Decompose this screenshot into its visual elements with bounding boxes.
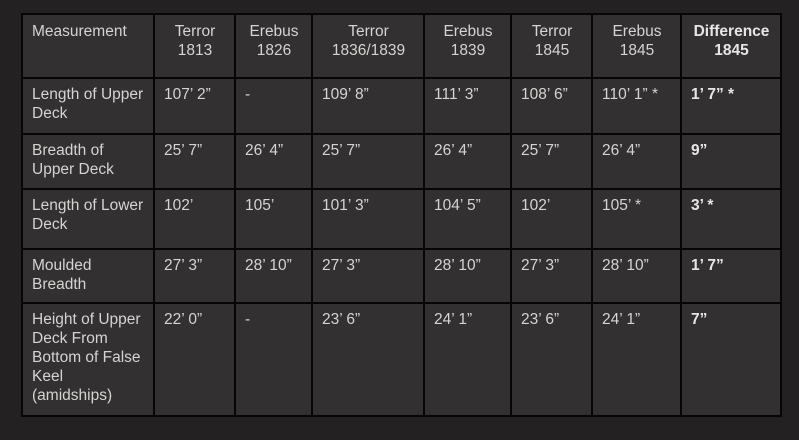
cell-value: 27’ 3” (311, 248, 425, 304)
cell-value: 26’ 4” (591, 133, 682, 190)
row-label: Breadth of Upper Deck (21, 133, 155, 190)
header-erebus-1826: Erebus 1826 (234, 13, 313, 79)
cell-value: 24’ 1” (591, 302, 682, 417)
cell-difference: 1’ 7” * (680, 77, 782, 135)
cell-value: - (234, 77, 313, 135)
header-terror-1836-1839: Terror 1836/1839 (311, 13, 425, 79)
cell-value: 26’ 4” (423, 133, 512, 190)
row-label: Moulded Breadth (21, 248, 155, 304)
table-row-height-upper-deck: Height of Upper Deck From Bottom of Fals… (21, 302, 782, 417)
header-difference-1845: Difference 1845 (680, 13, 782, 79)
cell-value: 104’ 5” (423, 188, 512, 250)
row-label: Length of Upper Deck (21, 77, 155, 135)
cell-value: 27’ 3” (510, 248, 593, 304)
cell-value: 25’ 7” (153, 133, 236, 190)
row-label: Height of Upper Deck From Bottom of Fals… (21, 302, 155, 417)
cell-value: 109’ 8” (311, 77, 425, 135)
header-measurement: Measurement (21, 13, 155, 79)
cell-value: 28’ 10” (234, 248, 313, 304)
header-erebus-1839: Erebus 1839 (423, 13, 512, 79)
cell-value: 28’ 10” (423, 248, 512, 304)
header-terror-1813: Terror 1813 (153, 13, 236, 79)
cell-value: - (234, 302, 313, 417)
cell-difference: 7” (680, 302, 782, 417)
cell-value: 25’ 7” (311, 133, 425, 190)
cell-value: 102’ (510, 188, 593, 250)
header-erebus-1845: Erebus 1845 (591, 13, 682, 79)
table-row-breadth-upper-deck: Breadth of Upper Deck 25’ 7” 26’ 4” 25’ … (21, 133, 782, 190)
cell-value: 24’ 1” (423, 302, 512, 417)
table-row-length-upper-deck: Length of Upper Deck 107’ 2” - 109’ 8” 1… (21, 77, 782, 135)
header-terror-1845: Terror 1845 (510, 13, 593, 79)
ship-measurements-table: Measurement Terror 1813 Erebus 1826 Terr… (21, 13, 782, 417)
header-row: Measurement Terror 1813 Erebus 1826 Terr… (21, 13, 782, 79)
cell-value: 23’ 6” (311, 302, 425, 417)
table-row-moulded-breadth: Moulded Breadth 27’ 3” 28’ 10” 27’ 3” 28… (21, 248, 782, 304)
table-row-length-lower-deck: Length of Lower Deck 102’ 105’ 101’ 3” 1… (21, 188, 782, 250)
cell-value: 108’ 6” (510, 77, 593, 135)
cell-value: 23’ 6” (510, 302, 593, 417)
row-label: Length of Lower Deck (21, 188, 155, 250)
cell-value: 101’ 3” (311, 188, 425, 250)
cell-value: 105’ * (591, 188, 682, 250)
cell-difference: 9” (680, 133, 782, 190)
cell-value: 107’ 2” (153, 77, 236, 135)
cell-difference: 3’ * (680, 188, 782, 250)
cell-value: 27’ 3” (153, 248, 236, 304)
cell-value: 110’ 1” * (591, 77, 682, 135)
cell-difference: 1’ 7” (680, 248, 782, 304)
cell-value: 25’ 7” (510, 133, 593, 190)
cell-value: 102’ (153, 188, 236, 250)
cell-value: 111’ 3” (423, 77, 512, 135)
cell-value: 26’ 4” (234, 133, 313, 190)
cell-value: 22’ 0” (153, 302, 236, 417)
cell-value: 105’ (234, 188, 313, 250)
cell-value: 28’ 10” (591, 248, 682, 304)
